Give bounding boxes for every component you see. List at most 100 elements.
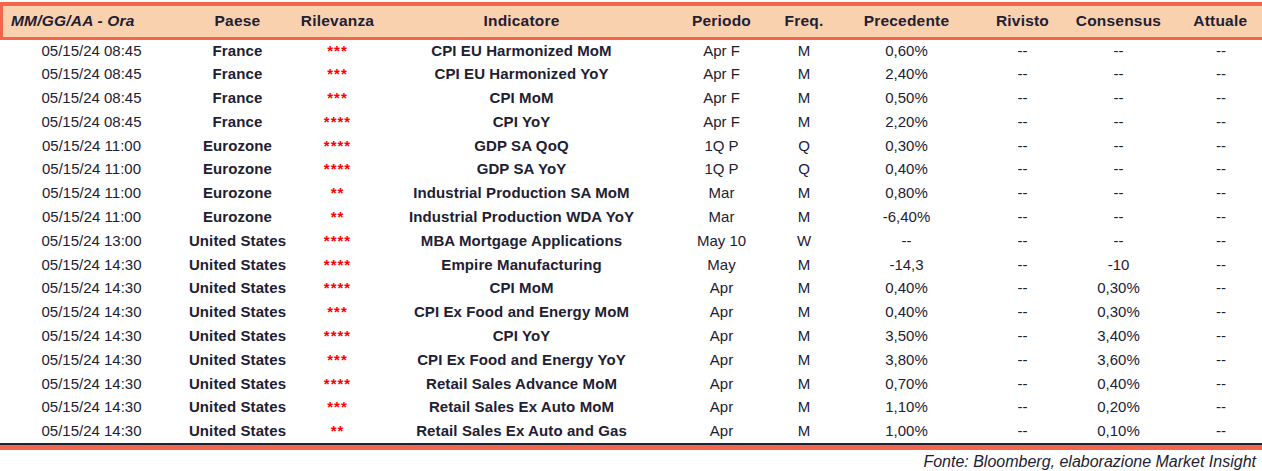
cell-revised: --: [987, 276, 1059, 300]
cell-previous: -14,3: [827, 252, 987, 276]
cell-consensus: --: [1059, 133, 1179, 157]
cell-indicator: Retail Sales Advance MoM: [382, 371, 662, 395]
cell-consensus: --: [1059, 62, 1179, 86]
cell-previous: 1,10%: [827, 395, 987, 419]
cell-relevance: ****: [294, 133, 382, 157]
cell-datetime: 05/15/24 14:30: [2, 371, 182, 395]
cell-freq: M: [782, 324, 827, 348]
cell-consensus: --: [1059, 205, 1179, 229]
cell-period: Apr F: [662, 86, 782, 110]
cell-actual: --: [1179, 38, 1262, 62]
cell-consensus: -10: [1059, 252, 1179, 276]
cell-actual: --: [1179, 371, 1262, 395]
table-row: 05/15/24 14:30United States**Retail Sale…: [2, 419, 1262, 443]
cell-period: Apr: [662, 324, 782, 348]
cell-indicator: Retail Sales Ex Auto MoM: [382, 395, 662, 419]
cell-datetime: 05/15/24 08:45: [2, 86, 182, 110]
cell-actual: --: [1179, 228, 1262, 252]
cell-actual: --: [1179, 252, 1262, 276]
table-row: 05/15/24 14:30United States****Retail Sa…: [2, 371, 1262, 395]
cell-previous: 0,60%: [827, 38, 987, 62]
cell-relevance: ***: [294, 395, 382, 419]
column-header-consensus: Consensus: [1059, 4, 1179, 38]
table-row: 05/15/24 14:30United States***CPI Ex Foo…: [2, 300, 1262, 324]
cell-actual: --: [1179, 419, 1262, 443]
cell-revised: --: [987, 324, 1059, 348]
cell-freq: M: [782, 62, 827, 86]
cell-period: 1Q P: [662, 157, 782, 181]
cell-revised: --: [987, 38, 1059, 62]
cell-consensus: --: [1059, 157, 1179, 181]
cell-country: United States: [182, 347, 294, 371]
cell-country: Eurozone: [182, 157, 294, 181]
source-note: Fonte: Bloomberg, elaborazione Market In…: [0, 450, 1262, 471]
cell-indicator: Empire Manufacturing: [382, 252, 662, 276]
cell-datetime: 05/15/24 14:30: [2, 395, 182, 419]
cell-previous: 3,80%: [827, 347, 987, 371]
cell-revised: --: [987, 252, 1059, 276]
cell-consensus: --: [1059, 181, 1179, 205]
column-header-relevance: Rilevanza: [294, 4, 382, 38]
cell-country: France: [182, 38, 294, 62]
column-header-previous: Precedente: [827, 4, 987, 38]
cell-revised: --: [987, 347, 1059, 371]
cell-actual: --: [1179, 300, 1262, 324]
header-row: MM/GG/AA - Ora Paese Rilevanza Indicator…: [2, 4, 1262, 38]
cell-relevance: ****: [294, 109, 382, 133]
cell-revised: --: [987, 62, 1059, 86]
cell-indicator: CPI EU Harmonized YoY: [382, 62, 662, 86]
cell-revised: --: [987, 419, 1059, 443]
cell-datetime: 05/15/24 14:30: [2, 347, 182, 371]
cell-actual: --: [1179, 395, 1262, 419]
table-bottom-rule: [0, 443, 1262, 450]
cell-relevance: **: [294, 419, 382, 443]
cell-actual: --: [1179, 109, 1262, 133]
cell-period: Mar: [662, 205, 782, 229]
cell-previous: 0,40%: [827, 300, 987, 324]
cell-country: United States: [182, 324, 294, 348]
cell-actual: --: [1179, 205, 1262, 229]
cell-consensus: 0,10%: [1059, 419, 1179, 443]
economic-calendar-table: MM/GG/AA - Ora Paese Rilevanza Indicator…: [0, 2, 1262, 443]
cell-datetime: 05/15/24 08:45: [2, 62, 182, 86]
cell-relevance: **: [294, 205, 382, 229]
cell-period: Apr F: [662, 62, 782, 86]
cell-freq: M: [782, 419, 827, 443]
cell-datetime: 05/15/24 13:00: [2, 228, 182, 252]
cell-country: Eurozone: [182, 205, 294, 229]
column-header-datetime: MM/GG/AA - Ora: [2, 4, 182, 38]
cell-indicator: CPI MoM: [382, 86, 662, 110]
cell-relevance: ***: [294, 38, 382, 62]
cell-revised: --: [987, 181, 1059, 205]
cell-period: 1Q P: [662, 133, 782, 157]
cell-actual: --: [1179, 157, 1262, 181]
cell-period: Apr F: [662, 109, 782, 133]
cell-freq: M: [782, 181, 827, 205]
cell-period: May: [662, 252, 782, 276]
cell-country: France: [182, 109, 294, 133]
column-header-indicator: Indicatore: [382, 4, 662, 38]
cell-relevance: ****: [294, 252, 382, 276]
cell-actual: --: [1179, 181, 1262, 205]
column-header-revised: Rivisto: [987, 4, 1059, 38]
cell-previous: 1,00%: [827, 419, 987, 443]
cell-freq: M: [782, 371, 827, 395]
cell-relevance: ***: [294, 347, 382, 371]
cell-country: Eurozone: [182, 181, 294, 205]
cell-actual: --: [1179, 324, 1262, 348]
cell-revised: --: [987, 395, 1059, 419]
cell-datetime: 05/15/24 14:30: [2, 300, 182, 324]
cell-freq: M: [782, 252, 827, 276]
cell-previous: 0,30%: [827, 133, 987, 157]
cell-period: Apr: [662, 419, 782, 443]
cell-country: United States: [182, 228, 294, 252]
cell-datetime: 05/15/24 14:30: [2, 252, 182, 276]
cell-relevance: **: [294, 181, 382, 205]
table-row: 05/15/24 14:30United States****CPI YoYAp…: [2, 324, 1262, 348]
cell-actual: --: [1179, 276, 1262, 300]
cell-previous: -6,40%: [827, 205, 987, 229]
cell-consensus: 0,30%: [1059, 300, 1179, 324]
table-row: 05/15/24 14:30United States****Empire Ma…: [2, 252, 1262, 276]
economic-calendar: MM/GG/AA - Ora Paese Rilevanza Indicator…: [0, 0, 1262, 471]
cell-relevance: ****: [294, 276, 382, 300]
